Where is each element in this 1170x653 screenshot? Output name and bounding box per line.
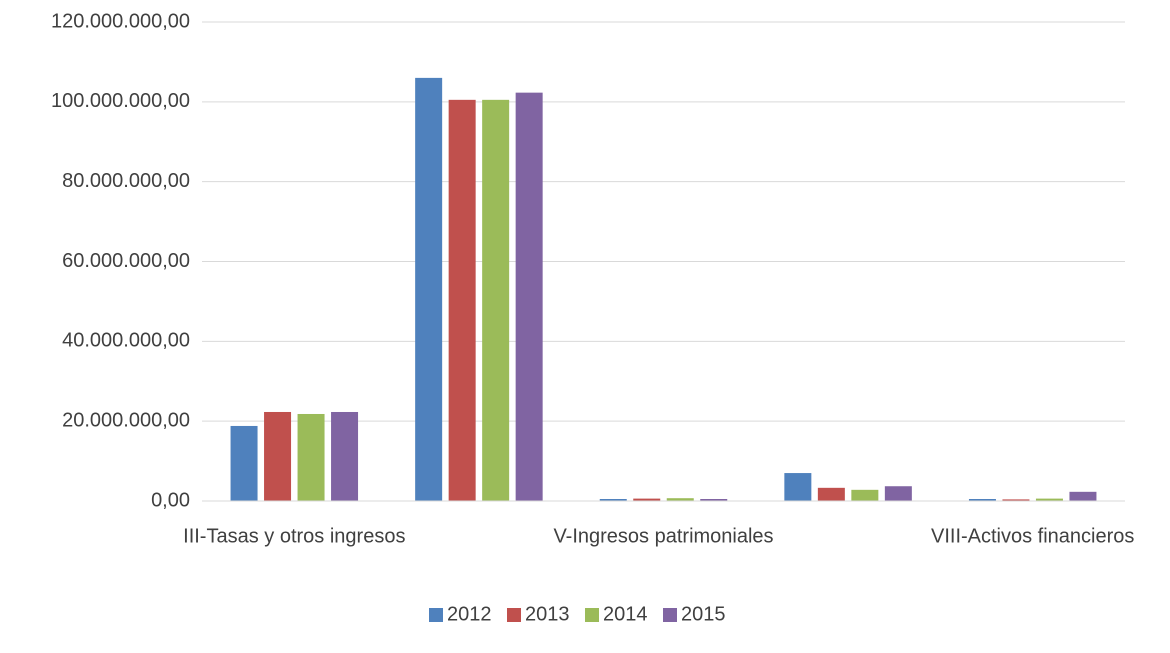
bar (515, 92, 543, 501)
bar (482, 99, 510, 502)
legend-label: 2015 (681, 603, 726, 625)
bar (817, 487, 845, 501)
y-tick-label: 40.000.000,00 (62, 330, 190, 352)
bar (884, 486, 912, 501)
legend-swatch (507, 608, 521, 622)
bar (700, 499, 728, 501)
bar (264, 411, 292, 501)
legend-label: 2012 (447, 603, 492, 625)
legend-swatch (585, 608, 599, 622)
x-tick-label: V-Ingresos patrimoniales (553, 525, 773, 547)
bar (599, 499, 627, 501)
bar (448, 99, 476, 502)
legend-swatch (429, 608, 443, 622)
legend-label: 2014 (603, 603, 648, 625)
bar (851, 489, 879, 501)
legend-label: 2013 (525, 603, 570, 625)
bar (230, 425, 258, 501)
x-tick-label: VIII-Activos financieros (931, 525, 1134, 547)
bar (784, 473, 812, 501)
x-tick-label: III-Tasas y otros ingresos (183, 525, 405, 547)
y-tick-label: 0,00 (151, 489, 190, 511)
bar (1069, 491, 1097, 501)
y-tick-label: 120.000.000,00 (51, 10, 190, 32)
y-tick-label: 100.000.000,00 (51, 90, 190, 112)
bar (1035, 498, 1063, 501)
bar (968, 499, 996, 501)
bar (331, 411, 359, 501)
bar (415, 77, 443, 501)
y-tick-label: 20.000.000,00 (62, 409, 190, 431)
bar (666, 498, 694, 501)
y-tick-label: 80.000.000,00 (62, 170, 190, 192)
bar (1002, 499, 1030, 501)
legend-swatch (663, 608, 677, 622)
bar (297, 413, 325, 501)
bar (633, 498, 661, 501)
y-tick-label: 60.000.000,00 (62, 250, 190, 272)
